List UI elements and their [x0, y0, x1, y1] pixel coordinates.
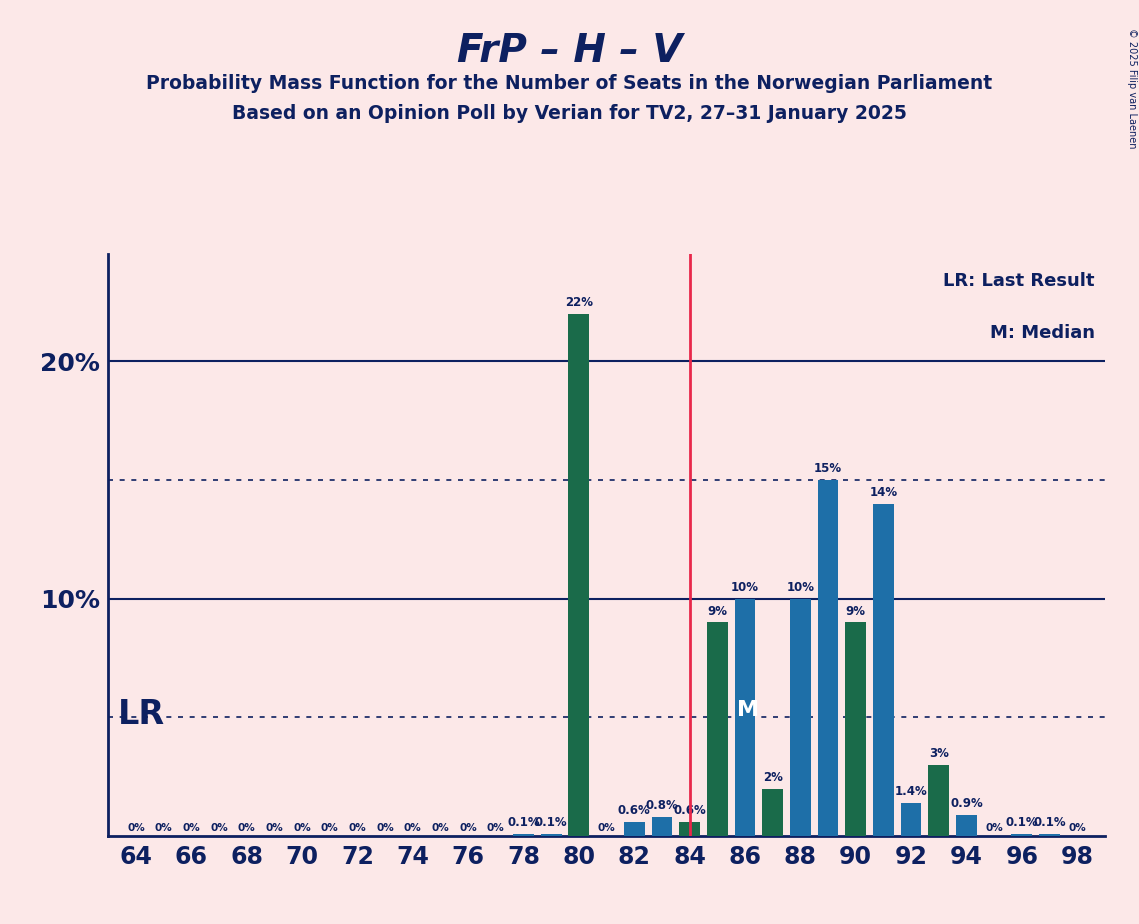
Text: Probability Mass Function for the Number of Seats in the Norwegian Parliament: Probability Mass Function for the Number…	[147, 74, 992, 93]
Text: 0%: 0%	[985, 822, 1003, 833]
Text: 0%: 0%	[404, 822, 421, 833]
Text: 15%: 15%	[814, 462, 842, 475]
Text: 0.1%: 0.1%	[535, 816, 567, 829]
Text: 3%: 3%	[928, 748, 949, 760]
Text: 0.8%: 0.8%	[646, 799, 678, 812]
Bar	[735, 599, 755, 836]
Text: 0%: 0%	[182, 822, 200, 833]
Text: 0.9%: 0.9%	[950, 797, 983, 810]
Text: 0.6%: 0.6%	[617, 804, 650, 817]
Bar	[901, 803, 921, 836]
Bar	[1011, 833, 1032, 836]
Text: 0.6%: 0.6%	[673, 804, 706, 817]
Text: LR: LR	[118, 699, 165, 732]
Text: 0%: 0%	[376, 822, 394, 833]
Text: M: M	[737, 699, 759, 720]
Text: FrP – H – V: FrP – H – V	[457, 32, 682, 70]
Bar	[845, 623, 866, 836]
Text: 0%: 0%	[265, 822, 284, 833]
Bar	[568, 313, 589, 836]
Text: M: Median: M: Median	[990, 324, 1095, 342]
Text: 9%: 9%	[707, 604, 728, 617]
Text: 2%: 2%	[763, 771, 782, 784]
Text: © 2025 Filip van Laenen: © 2025 Filip van Laenen	[1126, 28, 1137, 148]
Text: 0%: 0%	[486, 822, 505, 833]
Text: 0%: 0%	[128, 822, 145, 833]
Text: 0%: 0%	[1068, 822, 1085, 833]
Text: 0%: 0%	[321, 822, 338, 833]
Text: Based on an Opinion Poll by Verian for TV2, 27–31 January 2025: Based on an Opinion Poll by Verian for T…	[232, 104, 907, 124]
Text: 0%: 0%	[349, 822, 367, 833]
Text: 0%: 0%	[210, 822, 228, 833]
Text: 0.1%: 0.1%	[1033, 816, 1066, 829]
Text: 1.4%: 1.4%	[894, 785, 927, 798]
Bar	[872, 504, 894, 836]
Text: 10%: 10%	[786, 581, 814, 594]
Bar	[707, 623, 728, 836]
Text: LR: Last Result: LR: Last Result	[943, 272, 1095, 289]
Bar	[928, 765, 949, 836]
Text: 10%: 10%	[731, 581, 759, 594]
Bar	[624, 822, 645, 836]
Bar	[790, 599, 811, 836]
Text: 0%: 0%	[293, 822, 311, 833]
Bar	[762, 789, 782, 836]
Text: 0%: 0%	[155, 822, 172, 833]
Bar	[679, 822, 700, 836]
Text: 0%: 0%	[598, 822, 615, 833]
Bar	[1039, 833, 1060, 836]
Bar	[513, 833, 534, 836]
Text: 9%: 9%	[845, 604, 866, 617]
Text: 0.1%: 0.1%	[507, 816, 540, 829]
Text: 0%: 0%	[238, 822, 255, 833]
Text: 0%: 0%	[432, 822, 449, 833]
Text: 0%: 0%	[459, 822, 477, 833]
Bar	[541, 833, 562, 836]
Text: 0.1%: 0.1%	[1006, 816, 1038, 829]
Bar	[652, 817, 672, 836]
Text: 14%: 14%	[869, 486, 898, 499]
Text: 22%: 22%	[565, 296, 592, 309]
Bar	[956, 815, 977, 836]
Bar	[818, 480, 838, 836]
